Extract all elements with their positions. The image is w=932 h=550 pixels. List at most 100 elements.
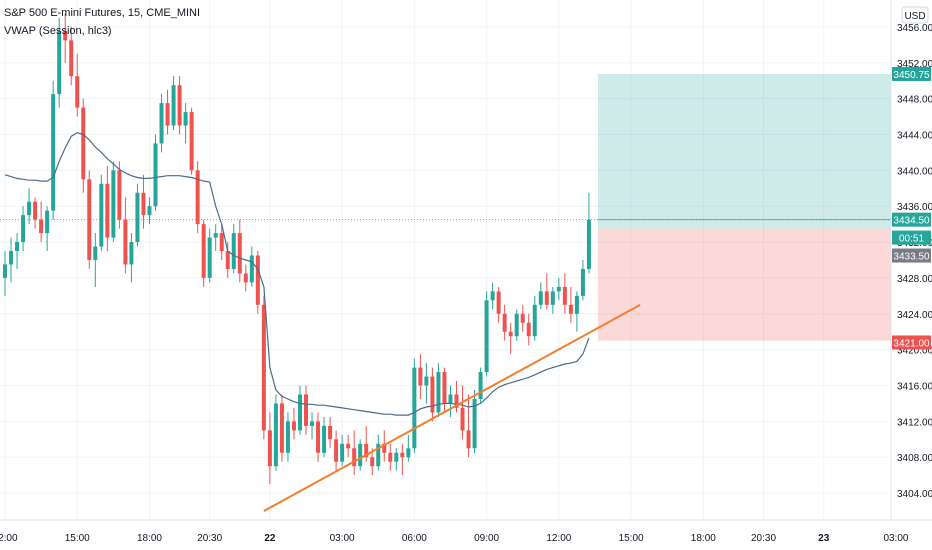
- candle: [93, 233, 98, 287]
- price-tick-label: 3428.00: [897, 274, 932, 285]
- price-tick-label: 3416.00: [897, 382, 932, 393]
- currency-button-frame: [901, 6, 929, 24]
- candle: [352, 430, 357, 476]
- candle-body: [430, 376, 435, 413]
- candle: [340, 434, 345, 467]
- candle-body: [586, 219, 591, 269]
- candle-body: [406, 448, 411, 458]
- candle: [141, 174, 146, 229]
- price-tag-bg: [892, 212, 931, 227]
- candle-body: [412, 367, 417, 449]
- candle-body: [45, 210, 50, 234]
- candle: [508, 322, 513, 355]
- candle: [111, 161, 116, 243]
- candle: [189, 107, 194, 175]
- candle-body: [51, 94, 56, 211]
- candle-body: [3, 264, 7, 278]
- candle: [213, 224, 218, 252]
- price-tag: 3434.50: [892, 212, 931, 227]
- candle-body: [376, 443, 381, 467]
- time-tick-label: 22: [264, 533, 276, 544]
- candle: [532, 295, 537, 341]
- candle: [526, 313, 531, 346]
- candle: [454, 381, 459, 413]
- candle: [267, 412, 272, 485]
- candle-body: [550, 291, 555, 305]
- price-tick-label: 3436.00: [897, 202, 932, 213]
- candle: [219, 224, 224, 260]
- candle-body: [490, 291, 495, 301]
- candle: [496, 286, 501, 323]
- candle: [394, 448, 399, 471]
- candle-body: [394, 452, 399, 462]
- candle: [424, 363, 429, 404]
- candle: [21, 206, 26, 252]
- price-axis-background: [891, 0, 932, 550]
- candle-body: [334, 439, 339, 462]
- candle: [261, 295, 266, 440]
- candle-body: [316, 421, 321, 453]
- price-tag-label: 3433.50: [893, 252, 930, 263]
- candle: [105, 165, 110, 252]
- candle: [231, 224, 236, 274]
- candle-body: [243, 273, 248, 283]
- candle-body: [255, 255, 260, 305]
- candle-body: [207, 237, 212, 278]
- candle-body: [171, 85, 176, 126]
- price-tick-label: 3412.00: [897, 417, 932, 428]
- candle: [310, 412, 315, 440]
- candle-body: [382, 443, 387, 453]
- price-tag-bg: [892, 66, 931, 81]
- candle-body: [304, 394, 308, 426]
- candle-body: [21, 215, 26, 243]
- candle: [201, 219, 206, 287]
- candle-body: [81, 107, 86, 180]
- candles: [3, 13, 591, 485]
- candle: [9, 237, 14, 283]
- candle: [165, 89, 170, 135]
- candle-body: [310, 421, 315, 426]
- price-tag-bg: [892, 248, 931, 263]
- currency-button[interactable]: USD: [901, 6, 929, 24]
- candle: [39, 201, 44, 243]
- time-tick-label: 20:30: [197, 533, 222, 544]
- candle: [57, 17, 62, 108]
- candle: [346, 434, 351, 458]
- candle-body: [496, 291, 501, 314]
- candle-body: [538, 291, 543, 305]
- price-tick-label: 3444.00: [897, 130, 932, 141]
- time-axis[interactable]: 12:00 15:00 18:00 20:30 22 03:00 06:00 09:00 12:…: [0, 533, 909, 544]
- candle: [460, 385, 465, 440]
- candle-body: [346, 443, 351, 449]
- candle: [550, 286, 555, 314]
- candle: [328, 416, 333, 449]
- candle: [135, 183, 140, 247]
- candle: [183, 103, 188, 144]
- candle-body: [388, 452, 393, 462]
- candle: [478, 367, 483, 404]
- candle: [249, 246, 254, 287]
- candle-body: [249, 255, 254, 283]
- candle: [27, 188, 32, 225]
- candle: [418, 354, 423, 399]
- candle-body: [177, 85, 182, 126]
- time-tick-label: 23: [818, 533, 830, 544]
- candle: [430, 367, 435, 422]
- candle: [316, 412, 321, 462]
- candle-body: [297, 394, 302, 431]
- candle-body: [322, 425, 327, 453]
- candle-body: [87, 179, 92, 260]
- candle: [520, 304, 525, 332]
- price-tags: 3450.75 3434.50 00:51 3433.50 3421.00: [892, 66, 931, 350]
- candle-body: [340, 443, 345, 462]
- profit-zone: [597, 73, 915, 229]
- candle-body: [213, 233, 218, 238]
- candle-body: [291, 421, 296, 431]
- candle-body: [129, 242, 134, 265]
- candle-body: [526, 322, 531, 337]
- candle: [448, 385, 453, 417]
- candle-body: [520, 313, 525, 323]
- candle-body: [418, 367, 423, 386]
- price-tick-label: 3420.00: [897, 346, 932, 357]
